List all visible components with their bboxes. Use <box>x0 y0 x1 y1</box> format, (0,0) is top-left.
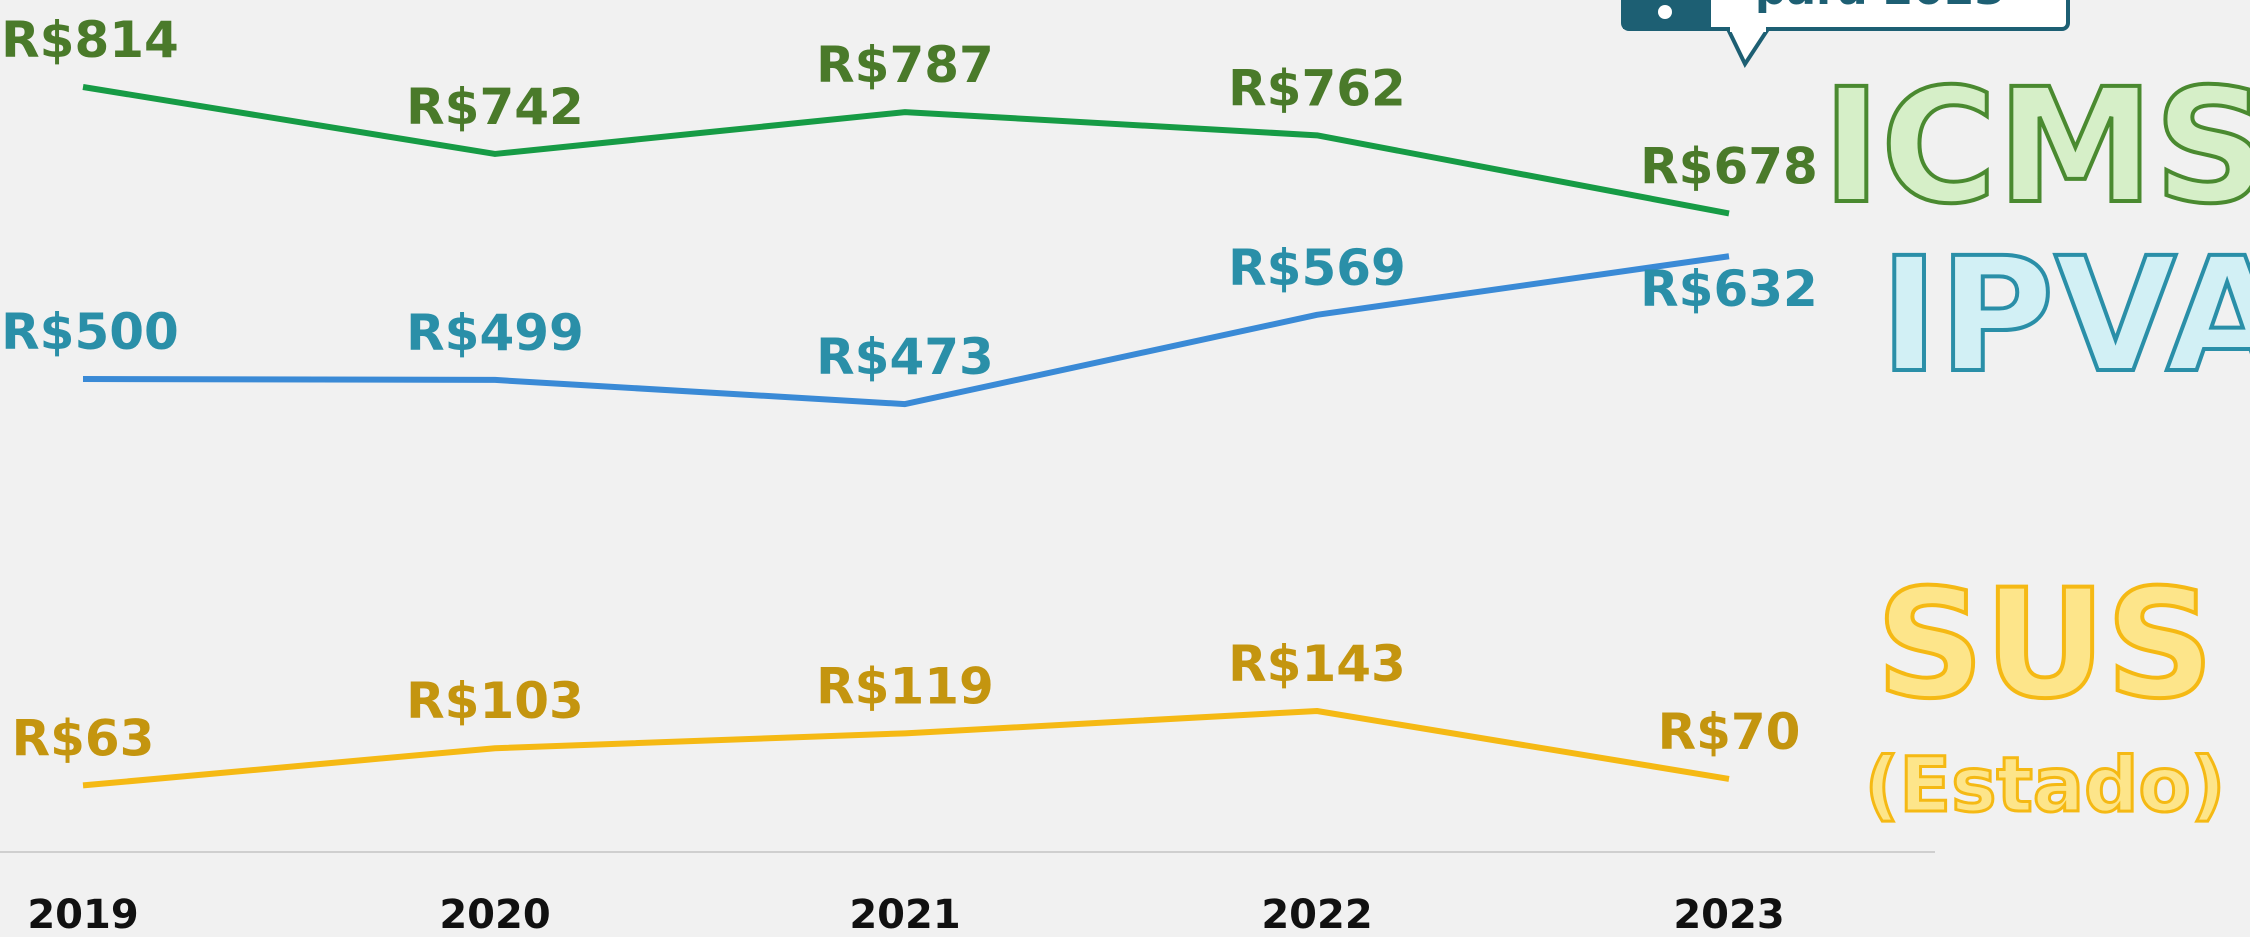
callout-pointer-cover <box>1730 22 1766 32</box>
legend-label: SUS <box>1876 558 2214 732</box>
series-line <box>82 253 1730 408</box>
series-line <box>82 84 1730 217</box>
data-label: R$70 <box>1658 703 1801 761</box>
callout-icon <box>1658 5 1672 19</box>
x-tick-label: 2023 <box>1673 892 1784 937</box>
data-label: R$632 <box>1640 260 1818 318</box>
data-label: R$787 <box>816 36 994 94</box>
x-tick-label: 2019 <box>27 892 138 937</box>
data-label: R$678 <box>1640 137 1818 195</box>
data-label: R$814 <box>1 11 179 69</box>
series-line <box>82 708 1730 789</box>
data-label: R$500 <box>1 303 179 361</box>
data-label: R$569 <box>1228 239 1406 297</box>
data-label: R$742 <box>406 78 584 136</box>
data-label: R$762 <box>1228 59 1406 117</box>
callout: para 2023 <box>1621 0 2070 69</box>
legend-qualifier: (Estado) <box>1865 740 2226 829</box>
data-label: R$103 <box>406 672 584 730</box>
data-label: R$119 <box>816 657 994 715</box>
x-tick-label: 2020 <box>439 892 550 937</box>
data-label: R$143 <box>1228 635 1406 693</box>
data-label: R$473 <box>816 328 994 386</box>
x-tick-label: 2022 <box>1261 892 1372 937</box>
legend-label: IPVA <box>1880 224 2250 408</box>
data-label: R$499 <box>406 304 584 362</box>
legend-label: ICMS <box>1822 55 2250 239</box>
callout-text: para 2023 <box>1755 0 2005 15</box>
data-label: R$63 <box>12 709 155 767</box>
x-tick-label: 2021 <box>849 892 960 937</box>
